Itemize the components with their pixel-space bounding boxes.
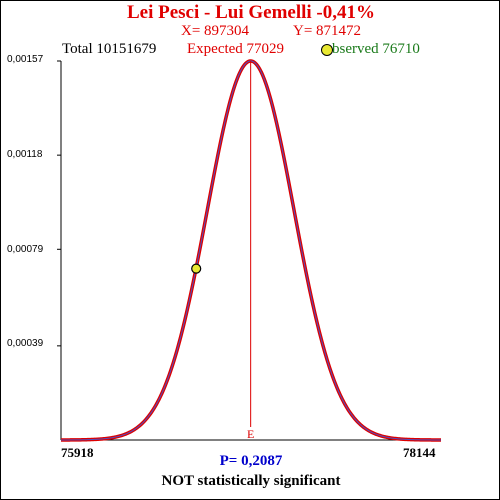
y-value-label: Y= 871472 xyxy=(293,23,362,39)
y-tick-label: 0,00118 xyxy=(7,149,43,160)
x-max-label: 78144 xyxy=(403,445,436,460)
expected-label: Expected 77029 xyxy=(187,41,285,57)
significance-verdict: NOT statistically significant xyxy=(161,473,341,489)
y-tick-label: 0,00079 xyxy=(7,244,44,255)
observed-marker-icon xyxy=(321,44,333,56)
observed-point xyxy=(191,263,202,274)
observed-label: bserved 76710 xyxy=(332,41,420,57)
p-value-label: P= 0,2087 xyxy=(219,453,283,469)
expected-marker-label: E xyxy=(247,427,254,441)
x-min-label: 75918 xyxy=(61,445,94,460)
chart-title: Lei Pesci - Lui Gemelli -0,41% xyxy=(126,2,375,23)
y-tick-label: 0,00157 xyxy=(7,54,44,65)
y-tick-label: 0,00039 xyxy=(7,338,44,349)
x-value-label: X= 897304 xyxy=(181,23,250,39)
total-label: Total 10151679 xyxy=(62,41,157,57)
